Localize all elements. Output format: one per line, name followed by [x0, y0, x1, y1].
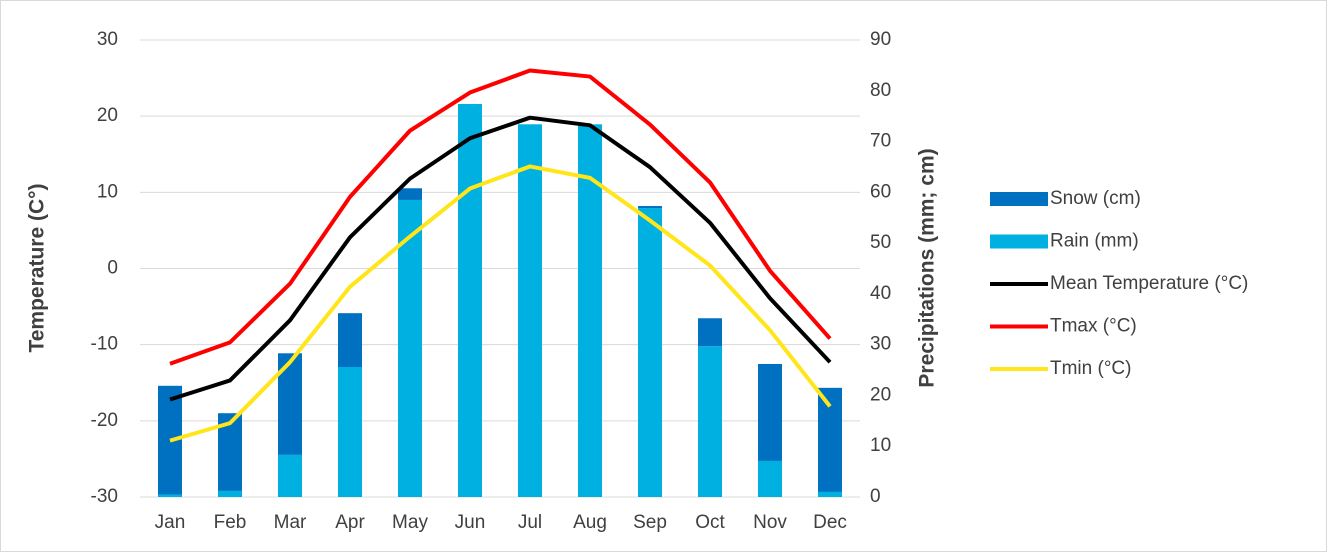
bar	[518, 124, 542, 498]
bar	[578, 124, 602, 498]
bar	[698, 318, 722, 347]
bar	[758, 363, 782, 461]
y2-axis-title: Precipitations (mm; cm)	[916, 148, 939, 387]
legend-label: Tmax (°C)	[1050, 316, 1137, 337]
x-tick-label: Feb	[214, 512, 247, 533]
bar	[638, 208, 662, 497]
y-tick-label: 10	[97, 181, 118, 202]
line-series	[169, 115, 832, 402]
bar	[698, 346, 722, 497]
y-tick-label: 0	[107, 258, 118, 279]
bar	[278, 454, 302, 497]
x-tick-label: Oct	[695, 512, 725, 533]
y2-tick-label: 70	[870, 131, 891, 152]
y-tick-label: 30	[97, 29, 118, 50]
y2-tick-label: 0	[870, 486, 881, 507]
y2-tick-label: 20	[870, 384, 891, 405]
bar	[338, 313, 362, 368]
x-tick-label: Aug	[573, 512, 607, 533]
bar	[758, 460, 782, 497]
x-tick-label: Sep	[633, 512, 667, 533]
x-tick-label: Apr	[335, 512, 365, 533]
y-axis-title: Temperature (C°)	[26, 183, 49, 352]
bar	[638, 206, 662, 209]
bar	[218, 490, 242, 497]
y-tick-label: 20	[97, 105, 118, 126]
legend-swatch	[990, 192, 1048, 206]
x-tick-label: May	[392, 512, 428, 533]
y2-tick-label: 40	[870, 283, 891, 304]
legend-swatch	[990, 234, 1048, 249]
bar	[338, 367, 362, 497]
y2-tick-label: 90	[870, 29, 891, 50]
legend-label: Mean Temperature (°C)	[1050, 273, 1248, 294]
x-tick-label: Dec	[813, 512, 847, 533]
y-tick-label: -30	[91, 486, 118, 507]
x-tick-label: Nov	[753, 512, 787, 533]
line-series	[169, 68, 832, 366]
legend-label: Tmin (°C)	[1050, 358, 1131, 379]
y2-tick-label: 60	[870, 181, 891, 202]
bar	[458, 103, 482, 497]
legend-label: Snow (cm)	[1050, 188, 1141, 209]
y-tick-label: -20	[91, 410, 118, 431]
y2-tick-label: 80	[870, 80, 891, 101]
legend-label: Rain (mm)	[1050, 231, 1139, 252]
bar	[398, 188, 422, 200]
bar	[398, 199, 422, 497]
bar	[158, 494, 182, 497]
x-tick-label: Jul	[518, 512, 542, 533]
x-tick-label: Mar	[274, 512, 307, 533]
bar	[818, 491, 842, 497]
y2-tick-label: 30	[870, 334, 891, 355]
y2-tick-label: 10	[870, 435, 891, 456]
line-series	[169, 164, 832, 443]
y2-tick-label: 50	[870, 232, 891, 253]
y-tick-label: -10	[91, 334, 118, 355]
x-tick-label: Jun	[455, 512, 486, 533]
x-tick-label: Jan	[155, 512, 186, 533]
